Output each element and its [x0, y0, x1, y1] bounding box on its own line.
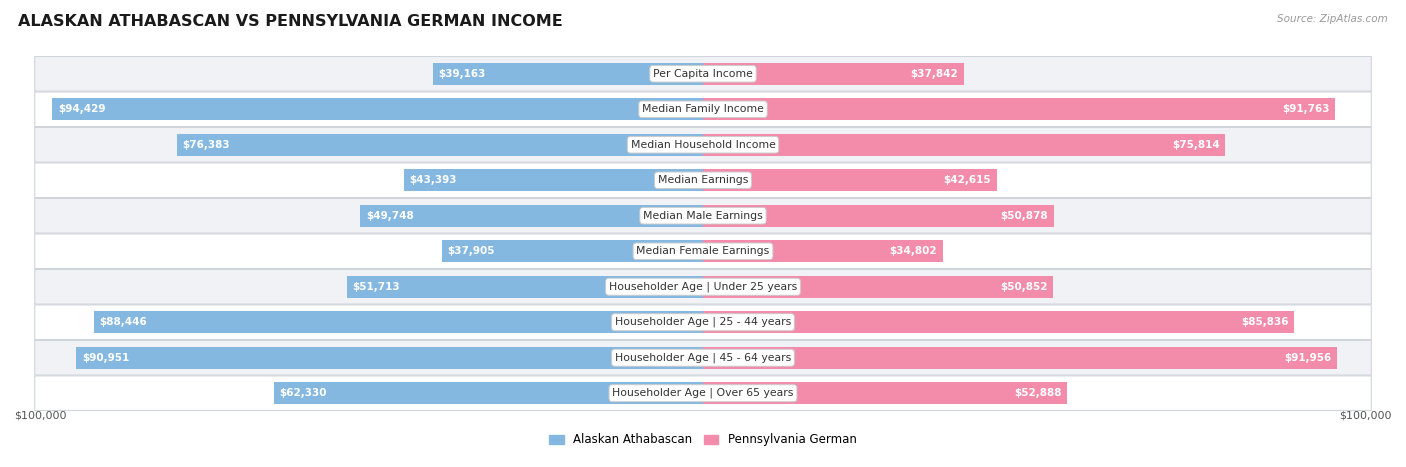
Text: $85,836: $85,836 [1241, 317, 1289, 327]
Text: Median Female Earnings: Median Female Earnings [637, 246, 769, 256]
FancyBboxPatch shape [35, 340, 1371, 375]
Text: $100,000: $100,000 [14, 411, 66, 421]
Text: Source: ZipAtlas.com: Source: ZipAtlas.com [1277, 14, 1388, 24]
Text: $49,748: $49,748 [366, 211, 413, 221]
Text: $51,713: $51,713 [353, 282, 399, 292]
Text: Per Capita Income: Per Capita Income [652, 69, 754, 79]
Text: Median Earnings: Median Earnings [658, 175, 748, 185]
Text: $91,956: $91,956 [1284, 353, 1331, 363]
Text: $34,802: $34,802 [890, 246, 938, 256]
Bar [274, 382, 703, 404]
Bar [703, 98, 1336, 120]
Bar [703, 276, 1053, 298]
FancyBboxPatch shape [35, 305, 1371, 340]
Bar [404, 169, 703, 191]
Bar [703, 63, 963, 85]
FancyBboxPatch shape [35, 198, 1371, 233]
Bar [347, 276, 703, 298]
Text: Householder Age | 45 - 64 years: Householder Age | 45 - 64 years [614, 353, 792, 363]
Bar [433, 63, 703, 85]
Text: $88,446: $88,446 [100, 317, 146, 327]
Text: Householder Age | 25 - 44 years: Householder Age | 25 - 44 years [614, 317, 792, 327]
Text: $91,763: $91,763 [1282, 104, 1330, 114]
Text: $52,888: $52,888 [1014, 388, 1062, 398]
Bar [76, 347, 703, 369]
FancyBboxPatch shape [35, 376, 1371, 410]
Text: $39,163: $39,163 [439, 69, 486, 79]
FancyBboxPatch shape [35, 92, 1371, 127]
Bar [177, 134, 703, 156]
Text: $62,330: $62,330 [280, 388, 326, 398]
Text: ALASKAN ATHABASCAN VS PENNSYLVANIA GERMAN INCOME: ALASKAN ATHABASCAN VS PENNSYLVANIA GERMA… [18, 14, 562, 29]
Text: Median Male Earnings: Median Male Earnings [643, 211, 763, 221]
Text: Median Family Income: Median Family Income [643, 104, 763, 114]
Text: $42,615: $42,615 [943, 175, 991, 185]
Text: Householder Age | Over 65 years: Householder Age | Over 65 years [612, 388, 794, 398]
Text: Median Household Income: Median Household Income [630, 140, 776, 150]
Bar [703, 169, 997, 191]
Text: $90,951: $90,951 [82, 353, 129, 363]
Text: $76,383: $76,383 [183, 140, 231, 150]
Bar [94, 311, 703, 333]
Text: $37,842: $37,842 [911, 69, 959, 79]
Bar [703, 134, 1225, 156]
Legend: Alaskan Athabascan, Pennsylvania German: Alaskan Athabascan, Pennsylvania German [544, 429, 862, 451]
Text: $94,429: $94,429 [58, 104, 105, 114]
Text: $37,905: $37,905 [447, 246, 495, 256]
FancyBboxPatch shape [35, 269, 1371, 304]
Text: $100,000: $100,000 [1340, 411, 1392, 421]
Bar [703, 240, 943, 262]
Text: Householder Age | Under 25 years: Householder Age | Under 25 years [609, 282, 797, 292]
Bar [360, 205, 703, 227]
Text: $50,878: $50,878 [1001, 211, 1047, 221]
Bar [703, 205, 1053, 227]
FancyBboxPatch shape [35, 163, 1371, 198]
Bar [703, 382, 1067, 404]
Text: $43,393: $43,393 [409, 175, 457, 185]
Text: $50,852: $50,852 [1000, 282, 1047, 292]
Bar [703, 347, 1337, 369]
Bar [703, 311, 1295, 333]
Bar [441, 240, 703, 262]
FancyBboxPatch shape [35, 57, 1371, 91]
Bar [52, 98, 703, 120]
FancyBboxPatch shape [35, 127, 1371, 162]
Text: $75,814: $75,814 [1173, 140, 1220, 150]
FancyBboxPatch shape [35, 234, 1371, 269]
